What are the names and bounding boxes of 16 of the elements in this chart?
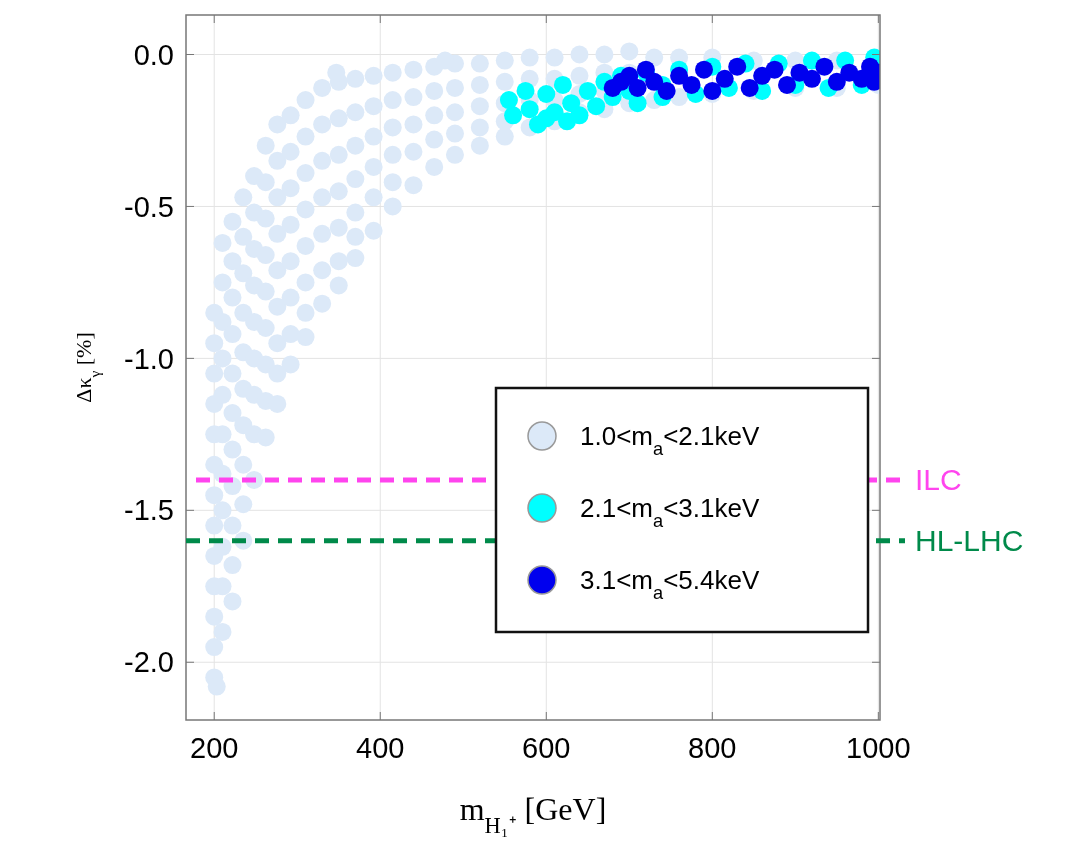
x-tick-label: 200 [190, 732, 239, 764]
x-tick-label: 800 [688, 732, 737, 764]
legend-label: 3.1<m$_{a}$<5.4keV [580, 565, 760, 604]
x-tick-label: 400 [356, 732, 405, 764]
y-tick-label: 0.0 [133, 38, 174, 71]
x-tick-label: 1000 [846, 732, 911, 764]
legend-label: 2.1<m$_{a}$<3.1keV [580, 493, 760, 532]
legend-label: 1.0<m$_{a}$<2.1keV [580, 421, 760, 460]
ref-line-label: ILC [915, 463, 962, 497]
x-tick-label: 600 [522, 732, 571, 764]
y-tick-label: -1.5 [124, 494, 174, 527]
x-axis-title: m$_{H₁⁺}$ [GeV] [459, 791, 607, 838]
ref-line-label: HL-LHC [915, 524, 1024, 558]
y-tick-label: -2.0 [124, 646, 174, 679]
y-tick-label: -0.5 [124, 190, 174, 223]
y-tick-label: -1.0 [124, 342, 174, 375]
